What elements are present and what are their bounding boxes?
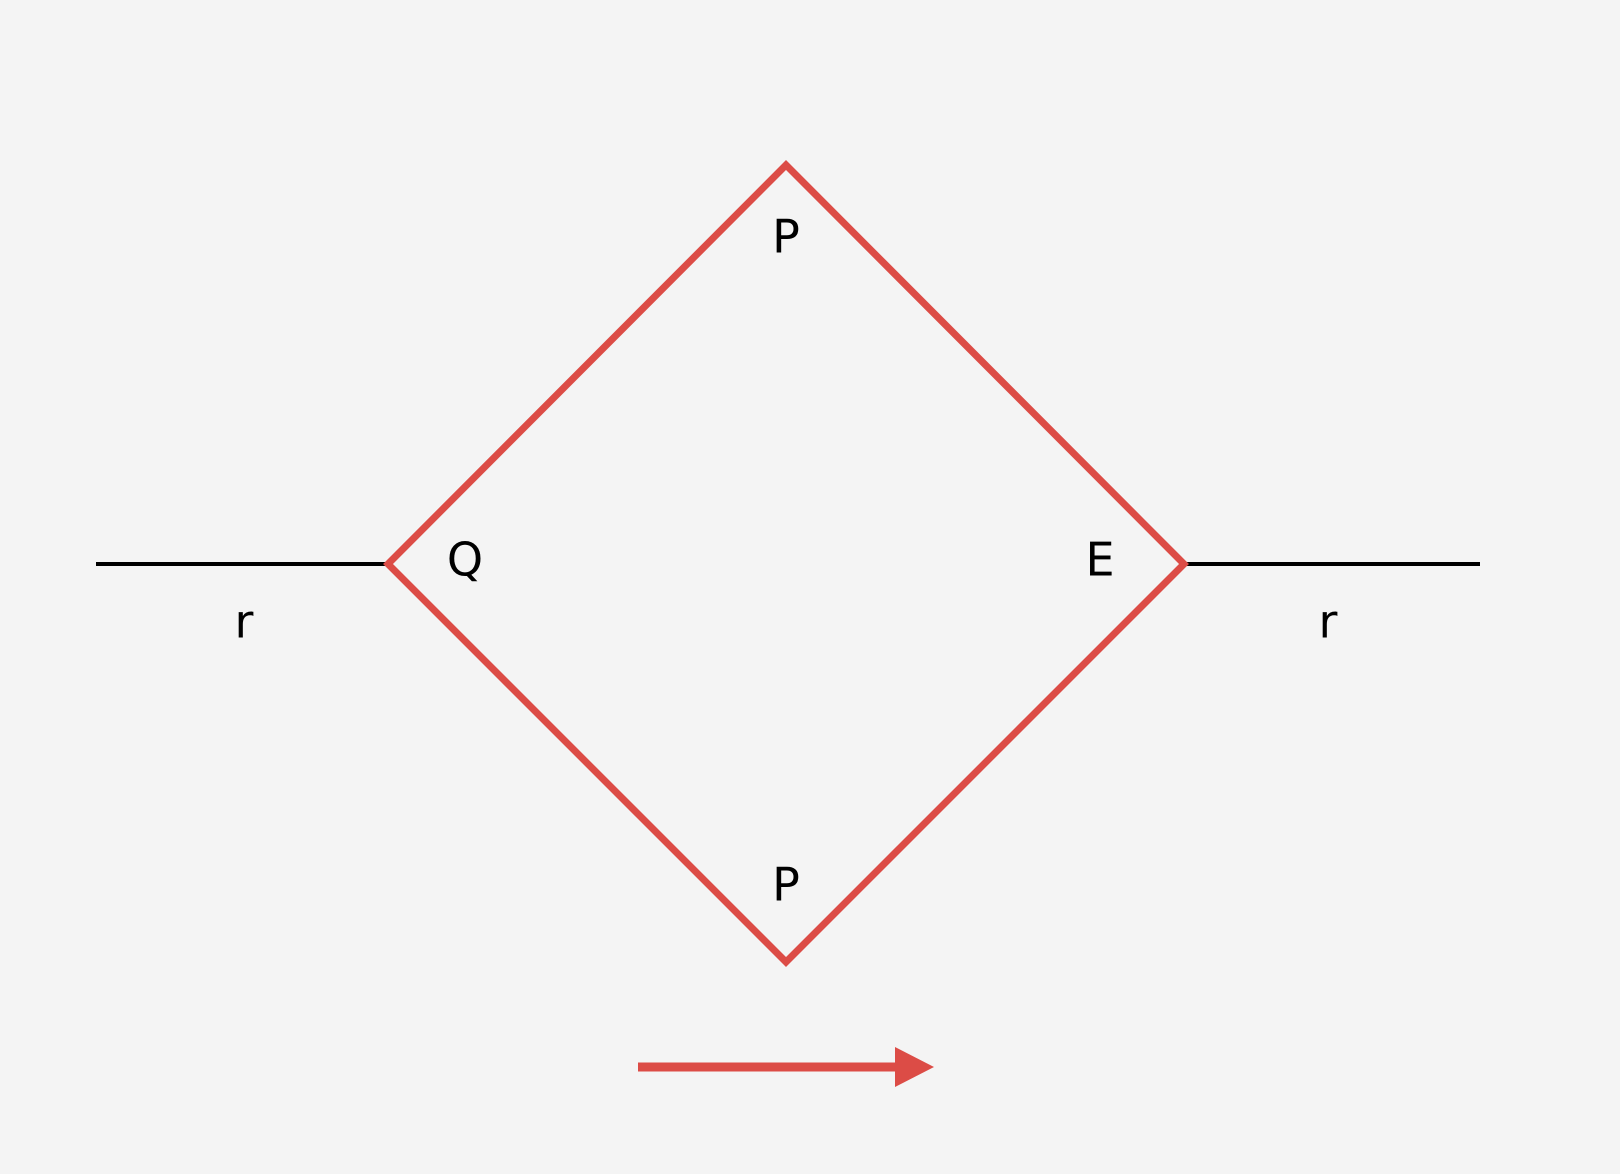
left-vertex-label: Q (447, 533, 483, 587)
top-edge-label: P (772, 210, 800, 264)
direction-arrow-head (895, 1047, 934, 1087)
right-vertex-label: E (1085, 533, 1114, 587)
loop-diamond (383, 160, 1189, 967)
right-line-label: r (1319, 595, 1338, 649)
bottom-edge-label: P (772, 858, 800, 912)
left-line-label: r (235, 595, 254, 649)
